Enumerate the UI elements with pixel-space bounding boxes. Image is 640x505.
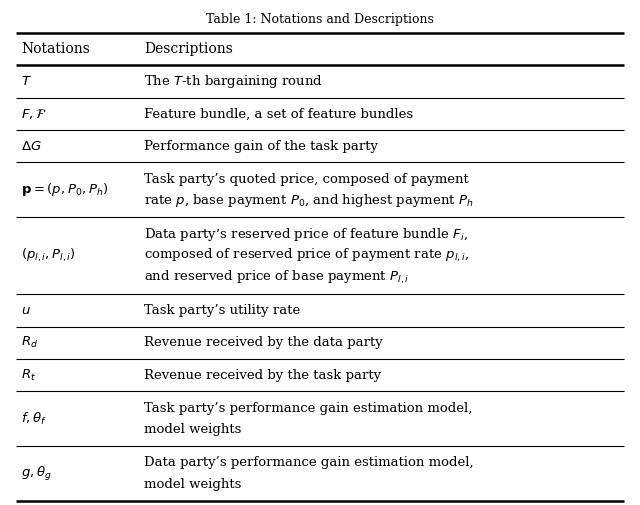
Text: Feature bundle, a set of feature bundles: Feature bundle, a set of feature bundles [144,108,413,120]
Text: $\Delta G$: $\Delta G$ [21,140,42,153]
Text: and reserved price of base payment $P_{l,i}$: and reserved price of base payment $P_{l… [144,268,410,285]
Text: Notations: Notations [21,42,90,56]
Text: $F,\mathcal{F}$: $F,\mathcal{F}$ [21,107,47,121]
Text: rate $p$, base payment $P_0$, and highest payment $P_h$: rate $p$, base payment $P_0$, and highes… [144,192,474,209]
Text: Descriptions: Descriptions [144,42,233,56]
Text: $u$: $u$ [21,304,31,317]
Text: Task party’s performance gain estimation model,: Task party’s performance gain estimation… [144,401,472,415]
Text: $(p_{l,i}, P_{l,i})$: $(p_{l,i}, P_{l,i})$ [21,247,76,264]
Text: $T$: $T$ [21,75,32,88]
Text: Revenue received by the data party: Revenue received by the data party [144,336,383,349]
Text: $R_t$: $R_t$ [21,368,36,383]
Text: $f, \theta_f$: $f, \theta_f$ [21,411,47,427]
Text: $R_d$: $R_d$ [21,335,38,350]
Text: Performance gain of the task party: Performance gain of the task party [144,140,378,153]
Text: composed of reserved price of payment rate $p_{l,i}$,: composed of reserved price of payment ra… [144,247,469,264]
Text: $g, \theta_g$: $g, \theta_g$ [21,465,52,483]
Text: $\mathbf{p} = (p, P_0, P_h)$: $\mathbf{p} = (p, P_0, P_h)$ [21,181,109,198]
Text: Task party’s quoted price, composed of payment: Task party’s quoted price, composed of p… [144,173,468,186]
Text: Task party’s utility rate: Task party’s utility rate [144,304,300,317]
Text: Data party’s performance gain estimation model,: Data party’s performance gain estimation… [144,457,474,470]
Text: Data party’s reserved price of feature bundle $F_i$,: Data party’s reserved price of feature b… [144,226,468,243]
Text: Revenue received by the task party: Revenue received by the task party [144,369,381,382]
Text: model weights: model weights [144,478,241,491]
Text: model weights: model weights [144,423,241,436]
Text: Table 1: Notations and Descriptions: Table 1: Notations and Descriptions [206,13,434,26]
Text: The $T$-th bargaining round: The $T$-th bargaining round [144,73,323,90]
